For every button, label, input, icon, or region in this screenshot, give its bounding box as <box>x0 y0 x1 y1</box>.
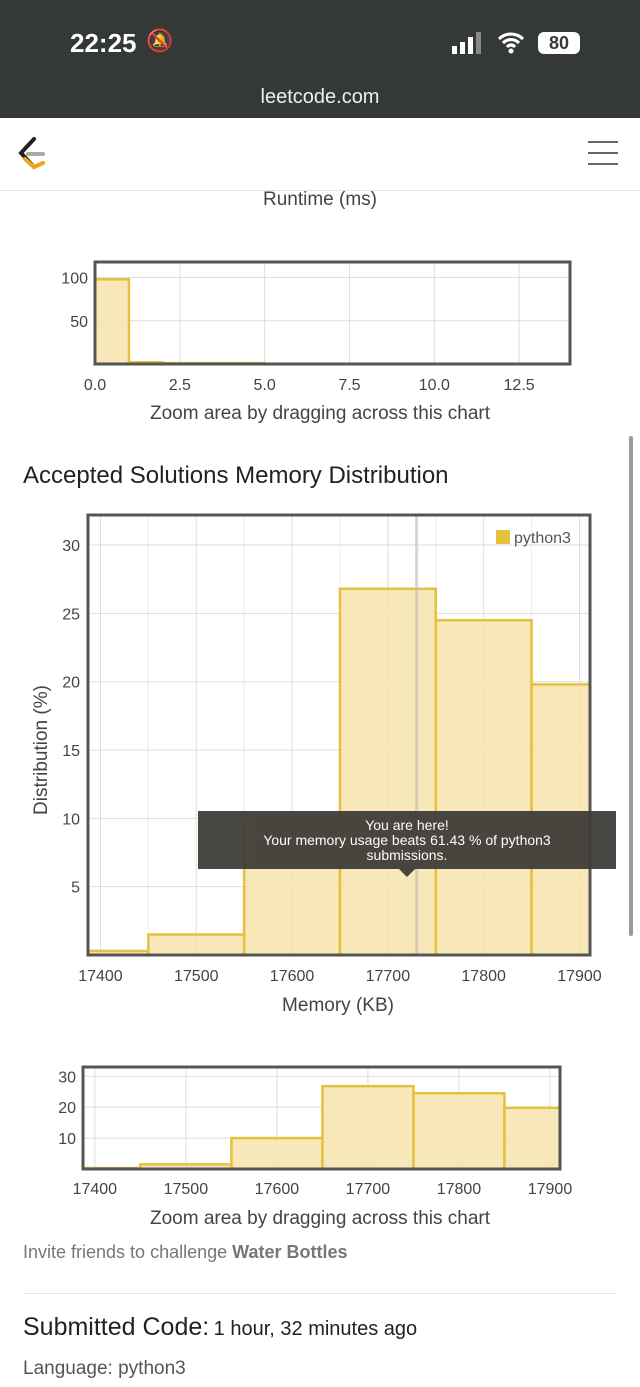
histogram-bar <box>321 1084 415 1171</box>
x-tick-label: 17500 <box>174 968 219 985</box>
histogram-bar <box>434 618 533 957</box>
x-tick-label: 0.0 <box>84 377 106 394</box>
runtime-navigator-chart[interactable]: 0.0 2.5 5.0 7.5 10.0 12.5 50 100 <box>0 250 640 400</box>
legend-swatch <box>496 530 510 544</box>
invite-line: Invite friends to challenge Water Bottle… <box>23 1242 348 1263</box>
memory-zoom-hint: Zoom area by dragging across this chart <box>149 1208 491 1229</box>
language-label: Language: python3 <box>23 1358 186 1379</box>
x-tick-label: 17900 <box>557 968 602 985</box>
submitted-label: Submitted Code: <box>23 1313 210 1341</box>
x-tick-label: 12.5 <box>504 377 535 394</box>
y-tick-label: 30 <box>58 1069 76 1086</box>
y-tick-label: 30 <box>62 538 80 555</box>
x-tick-label: 10.0 <box>419 377 450 394</box>
plot-frame <box>86 513 592 957</box>
y-tick-label: 5 <box>71 880 80 897</box>
plot-frame <box>93 260 572 366</box>
x-tick-label: 7.5 <box>338 377 360 394</box>
legend-label: python3 <box>514 530 571 547</box>
x-axis-label: Memory (KB) <box>282 995 394 1016</box>
tooltip-line: submissions. <box>366 847 448 863</box>
memory-navigator-chart[interactable]: 17400 17500 17600 17700 17800 17900 10 20 30 <box>0 1060 640 1205</box>
x-tick-label: 5.0 <box>254 377 276 394</box>
y-tick-label: 15 <box>62 743 80 760</box>
histogram-bar <box>412 1092 506 1171</box>
y-tick-label: 20 <box>58 1100 76 1117</box>
x-tick-label: 17500 <box>164 1181 209 1198</box>
x-tick-label: 17400 <box>73 1181 118 1198</box>
x-tick-label: 17400 <box>78 968 123 985</box>
wifi-icon <box>497 32 525 54</box>
x-tick-label: 17600 <box>255 1181 300 1198</box>
y-axis-label: Distribution (%) <box>31 685 52 815</box>
y-tick-label: 20 <box>62 675 80 692</box>
histogram-bar <box>147 933 246 957</box>
tooltip: You are here! Your memory usage beats 61… <box>198 811 616 877</box>
tooltip-line: Your memory usage beats 61.43 % of pytho… <box>263 832 551 848</box>
x-tick-label: 2.5 <box>169 377 191 394</box>
y-tick-label: 10 <box>58 1131 76 1148</box>
plot-frame <box>81 1065 562 1171</box>
x-tick-label: 17700 <box>346 1181 391 1198</box>
runtime-zoom-hint: Zoom area by dragging across this chart <box>149 403 491 424</box>
invite-text: Invite friends to challenge <box>23 1242 233 1262</box>
x-tick-label: 17700 <box>366 968 411 985</box>
top-nav <box>0 118 640 191</box>
divider <box>23 1293 617 1294</box>
x-tick-label: 17800 <box>461 968 506 985</box>
invite-problem-link[interactable]: Water Bottles <box>232 1242 348 1262</box>
histogram-bar <box>230 1136 324 1171</box>
memory-distribution-chart[interactable]: 17400 17500 17600 17700 17800 17900 5 10 15 20 25 3… <box>0 505 640 1025</box>
runtime-axis-title: Runtime (ms) <box>262 189 377 210</box>
status-bar: 22:25 🔕 80 leetcode.com <box>0 0 640 118</box>
leetcode-logo[interactable] <box>16 136 48 172</box>
x-tick-label: 17900 <box>528 1181 573 1198</box>
scrollbar[interactable] <box>629 436 633 936</box>
y-tick-label: 100 <box>61 271 88 288</box>
mute-bell-icon: 🔕 <box>146 28 174 53</box>
y-tick-label: 10 <box>62 811 80 828</box>
signal-icon <box>452 32 481 54</box>
x-tick-label: 17800 <box>437 1181 482 1198</box>
battery-indicator: 80 <box>538 32 580 54</box>
tooltip-line: You are here! <box>365 817 449 833</box>
submitted-line: Submitted Code: 1 hour, 32 minutes ago <box>23 1313 417 1342</box>
clock: 22:25 <box>70 28 137 58</box>
x-tick-label: 17600 <box>270 968 315 985</box>
tooltip-arrow <box>399 869 415 877</box>
histogram-bar <box>503 1106 562 1171</box>
menu-icon[interactable] <box>588 140 618 166</box>
histogram-bar <box>93 278 131 366</box>
url-bar[interactable]: leetcode.com <box>260 86 380 108</box>
histogram-bar <box>338 587 438 957</box>
submitted-time: 1 hour, 32 minutes ago <box>213 1318 418 1340</box>
memory-section-title: Accepted Solutions Memory Distribution <box>23 462 449 489</box>
y-tick-label: 25 <box>62 606 80 623</box>
y-tick-label: 50 <box>70 314 88 331</box>
